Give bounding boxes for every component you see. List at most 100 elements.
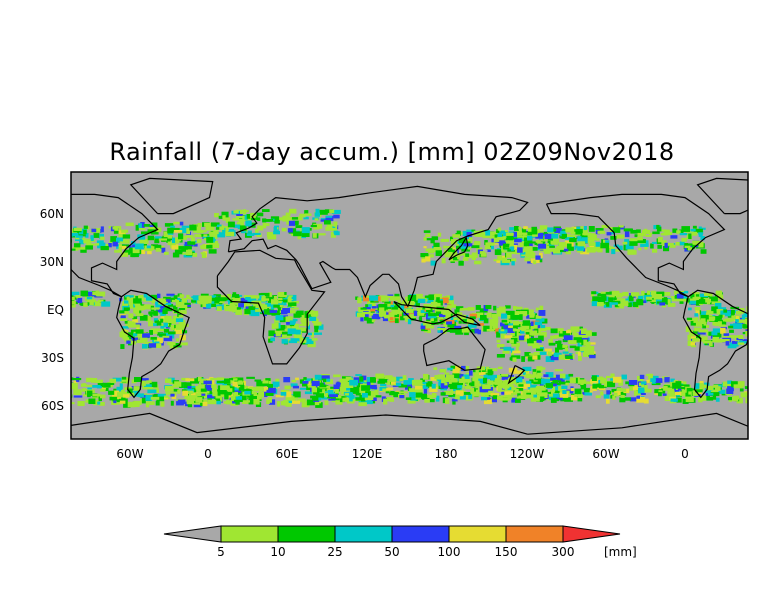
rain-cell: [536, 370, 541, 373]
rain-cell: [156, 312, 162, 315]
rain-cell: [180, 304, 188, 310]
rain-cell: [120, 252, 129, 257]
rain-cell: [420, 378, 425, 383]
rain-cell: [47, 240, 50, 244]
rain-cell: [151, 307, 160, 310]
rain-cell: [71, 383, 75, 387]
rain-cell: [5, 235, 14, 237]
rain-cell: [550, 355, 559, 361]
rain-cell: [91, 243, 100, 246]
rain-cell: [660, 233, 667, 236]
rain-cell: [285, 396, 295, 401]
rain-cell: [25, 296, 30, 302]
rain-cell: [711, 331, 718, 336]
colorbar-segment-100-150: [448, 525, 507, 543]
rain-cell: [8, 250, 16, 253]
rain-cell: [4, 244, 9, 249]
rain-cell: [559, 246, 565, 250]
rain-cell: [736, 398, 743, 404]
rain-cell: [566, 380, 572, 383]
rain-cell: [31, 291, 36, 296]
rain-cell: [100, 236, 105, 240]
rain-cell: [330, 386, 335, 389]
rain-cell: [189, 297, 194, 300]
rain-cell: [402, 375, 407, 381]
coastline-greenland: [129, 177, 214, 215]
rain-cell: [661, 240, 667, 246]
rain-cell: [695, 310, 700, 315]
rain-cell: [175, 318, 184, 322]
rain-cell: [687, 334, 694, 341]
rain-cell: [12, 293, 20, 297]
rain-cell: [324, 209, 333, 214]
rain-cell: [513, 320, 519, 326]
coastline-africa: [216, 249, 326, 365]
rain-cell: [733, 316, 739, 322]
rain-cell: [523, 246, 533, 252]
rain-cell: [144, 341, 153, 344]
rain-cell: [325, 215, 333, 218]
rain-cell: [548, 339, 553, 344]
rain-cell: [415, 311, 425, 316]
rain-cell: [527, 340, 533, 347]
rain-cell: [269, 310, 278, 313]
rain-cell: [523, 370, 526, 375]
rain-cell: [538, 328, 547, 331]
rain-cell: [445, 398, 450, 404]
rain-cell: [6, 290, 12, 292]
rain-cell: [425, 307, 431, 310]
rain-cell: [210, 377, 219, 380]
rain-cell: [677, 298, 686, 302]
rain-cell: [508, 394, 514, 397]
rain-cell: [549, 394, 558, 401]
rain-cell: [48, 241, 54, 245]
rain-cell: [142, 343, 148, 349]
rain-cell: [568, 373, 574, 377]
rain-cell: [469, 370, 473, 376]
rain-cell: [591, 301, 598, 307]
rain-cell: [462, 230, 467, 237]
rain-cell: [371, 315, 380, 320]
rain-cell: [270, 304, 275, 310]
colorbar-segment-150-300: [505, 525, 564, 543]
rain-cell: [366, 295, 370, 298]
rain-cell: [562, 374, 571, 380]
rain-cell: [706, 310, 714, 315]
rain-cell: [27, 228, 30, 233]
rain-cell: [662, 393, 667, 396]
rain-cell: [44, 249, 49, 253]
rain-cell: [692, 225, 697, 229]
rain-cell: [547, 349, 552, 356]
rain-cell: [612, 249, 621, 252]
rain-cell: [178, 320, 184, 326]
rain-cell: [620, 394, 625, 398]
rain-cell: [538, 243, 547, 249]
rain-cell: [762, 387, 771, 392]
rain-cell: [460, 384, 465, 389]
rain-cell: [253, 399, 260, 405]
rain-cell: [67, 294, 70, 296]
rain-cell: [447, 367, 453, 371]
rain-cell: [716, 309, 723, 312]
rain-cell: [433, 367, 438, 370]
rain-cell: [493, 259, 501, 262]
rain-cell: [179, 294, 184, 298]
rain-cell: [690, 228, 696, 232]
rain-cell: [415, 385, 423, 390]
rain-cell: [356, 384, 361, 391]
rain-cell: [190, 395, 196, 401]
rain-cell: [532, 355, 538, 360]
rain-cell: [396, 376, 403, 382]
rain-cell: [605, 375, 613, 379]
rain-cell: [155, 337, 163, 344]
rain-cell: [301, 231, 310, 237]
rain-cell: [529, 313, 535, 318]
rain-cell: [360, 397, 366, 402]
rain-cell: [542, 326, 551, 331]
rain-cell: [490, 393, 500, 396]
rain-cell: [156, 328, 166, 332]
rain-cell: [756, 396, 763, 400]
rain-cell: [500, 260, 510, 266]
rain-cell: [606, 390, 610, 395]
rain-cell: [496, 229, 500, 233]
